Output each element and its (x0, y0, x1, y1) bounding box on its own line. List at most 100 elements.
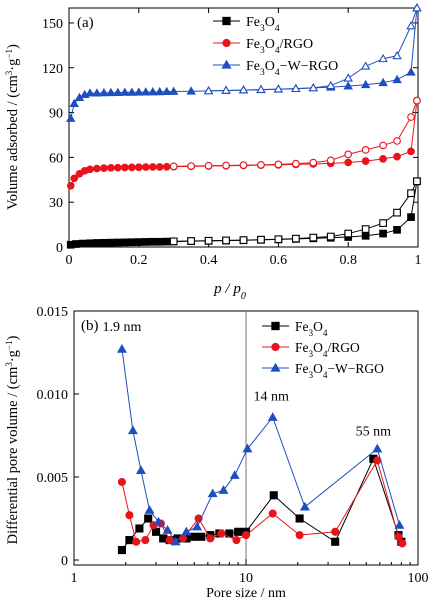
panel-b-series (116, 344, 407, 555)
panel-a-fe3o4-w-rgo-desorption-point (392, 50, 402, 60)
panel-a-fe3o4-rgo-adsorption-point (100, 164, 108, 172)
panel-a-fe3o4-w-rgo-desorption-point (412, 3, 422, 12)
panel-a-series (66, 3, 422, 249)
panel-a-fe3o4-desorption-point (413, 177, 421, 186)
panel-a-y-tick-label: 90 (49, 107, 63, 122)
panel-a-fe3o4-w-rgo-adsorption-point (92, 88, 102, 97)
panel-a-fe3o4-desorption-line (173, 181, 418, 242)
panel-a-fe3o4-w-rgo-desorption-point (256, 84, 266, 93)
panel-b-fe3o4-point (144, 514, 153, 523)
panel-a-fe3o4-desorption-point (169, 237, 178, 246)
panel-a-fe3o4-adsorption-point (162, 237, 171, 246)
panel-a-fe3o4-rgo-adsorption-point (379, 155, 387, 163)
panel-b-legend-fe3o4-rgo-label: Fe3O4/RGO (295, 340, 360, 359)
panel-a-fe3o4-w-rgo-desorption-point (343, 73, 353, 82)
panel-a-fe3o4-adsorption-point (134, 238, 143, 246)
panel-b-fe3o4-rgo-point (232, 536, 241, 545)
panel-b-legend-fe3o4-w-rgo-marker (270, 362, 281, 372)
panel-b-x-tick-label: 100 (408, 571, 429, 586)
panel-b-fe3o4-rgo-point (398, 539, 407, 548)
panel-a-fe3o4-rgo-desorption-point (169, 162, 178, 171)
panel-a-fe3o4-w-rgo-adsorption-point (85, 88, 95, 97)
panel-b-y-tick-label: 0.015 (37, 305, 69, 320)
panel-a-fe3o4-rgo-desorption-point (413, 96, 421, 105)
panel-a-x-tick-label: 0 (66, 253, 73, 268)
panel-b-fe3o4-rgo-point (117, 477, 126, 487)
panel-a-fe3o4-rgo-adsorption-point (141, 163, 150, 171)
panel-a-fe3o4-rgo-desorption-line (173, 100, 418, 167)
panel-b-y-tick-label: 0.010 (37, 388, 69, 403)
panel-a-fe3o4-w-rgo-desorption-point (203, 85, 214, 95)
panel-a-fe3o4-rgo-desorption-point (326, 156, 335, 165)
panel-a-x-tick-label: 0.8 (339, 253, 357, 268)
panel-a-fe3o4-rgo-adsorption-point (66, 181, 75, 190)
panel-a-fe3o4-adsorption-point (79, 239, 87, 248)
panel-a-fe3o4-rgo-adsorption-point (120, 163, 129, 172)
panel-a-fe3o4-w-rgo-adsorption-point (343, 81, 353, 90)
panel-a-fe3o4-rgo-desorption-point (257, 160, 265, 169)
panel-a-fe3o4-w-rgo-adsorption-point (406, 67, 416, 76)
panel-b-fe3o4-w-rgo-point (242, 443, 253, 453)
panel-a-fe3o4-rgo-desorption-point (344, 150, 353, 159)
panel-a-legend-fe3o4-marker (222, 16, 231, 26)
panel-a-legend-fe3o4-rgo-marker (222, 38, 231, 48)
panel-b-fe3o4-w-rgo-point (144, 505, 155, 514)
panel-a-x-tick-label: 1 (415, 253, 422, 268)
panel-a-fe3o4-desorption-point (326, 232, 335, 241)
panel-a-fe3o4-adsorption-point (86, 239, 94, 248)
panel-a-fe3o4-rgo-adsorption-point (148, 163, 157, 171)
panel-a-fe3o4-adsorption-point (155, 237, 164, 246)
panel-a-fe3o4-w-rgo-desorption-point (238, 85, 249, 94)
panel-a-fe3o4-rgo-desorption-point (204, 161, 213, 170)
panel-b-fe3o4-rgo-point (165, 536, 174, 545)
panel-b-x-tick-label: 1 (71, 571, 78, 586)
panel-b-fe3o4-rgo-point (268, 509, 277, 518)
panel-a-fe3o4-desorption-point (239, 236, 248, 244)
panel-a-fe3o4-adsorption-point (141, 238, 150, 246)
panel-a-fe3o4-adsorption-point (114, 238, 122, 247)
panel-b-fe3o4-w-rgo-point (162, 525, 173, 534)
panel-a-fe3o4-adsorption-point (393, 225, 401, 234)
panel-a-fe3o4-w-rgo-adsorption-point (113, 87, 123, 96)
panel-a-fe3o4-rgo-adsorption-point (407, 147, 415, 156)
panel-a-fe3o4-desorption-point (257, 235, 265, 244)
panel-a-fe3o4-rgo-desorption-point (407, 113, 415, 121)
panel-a-fe3o4-desorption-point (274, 235, 283, 244)
panel-b-fe3o4-point (152, 527, 161, 536)
panel-a-fe3o4-rgo-adsorption-point (70, 174, 79, 183)
panel-a-fe3o4-adsorption-point (100, 238, 108, 247)
panel-a-fe3o4-w-rgo-adsorption-point (127, 87, 137, 96)
panel-b-fe3o4-rgo-point (331, 527, 340, 536)
panel-a-fe3o4-w-rgo-desorption-point (360, 61, 371, 70)
panel-a-fe3o4-desorption-point (407, 189, 415, 198)
panel-b-fe3o4-point (331, 537, 340, 546)
panel-a-fe3o4-desorption-point (379, 219, 387, 227)
panel-b-fe3o4-point (125, 536, 134, 545)
panel-a-fe3o4-adsorption-point (120, 238, 129, 247)
panel-b-fe3o4-point (269, 491, 278, 500)
panel-b-fe3o4-rgo-point (206, 534, 215, 543)
panel-b-ticks (73, 310, 419, 565)
panel-a-fe3o4-w-rgo-adsorption-point (186, 86, 196, 95)
panel-a-fe3o4-rgo-desorption-point (187, 162, 195, 170)
panel-a-fe3o4-w-rgo-adsorption-point (69, 98, 79, 107)
panel-a-fe3o4-adsorption-point (407, 213, 415, 221)
panel-a-frame (68, 7, 419, 248)
panel-b-y-axis-label: Differential pore volume / (cm3·g−1) (4, 335, 21, 544)
panel-b-fe3o4-rgo-point (241, 531, 251, 540)
panel-a-fe3o4-adsorption-point (72, 240, 80, 248)
panel-a-fe3o4-rgo-desorption-point (239, 161, 248, 169)
panel-a-fe3o4-adsorption-point (93, 239, 101, 247)
panel-a-tick-labels: 0 0.2 0.4 0.6 0.8 1 0 30 60 90 120 150 (42, 17, 422, 268)
panel-a-fe3o4-rgo-adsorption-point (114, 163, 122, 172)
panel-a-fe3o4-rgo-adsorption-point (134, 163, 143, 172)
panel-b-fe3o4-rgo-point (295, 531, 304, 540)
panel-a-fe3o4-rgo-desorption-point (274, 160, 283, 169)
panel-b-legend-fe3o4-w-rgo-label: Fe3O4−W−RGO (295, 361, 384, 380)
panel-a-fe3o4-rgo-desorption-point (379, 141, 387, 150)
panel-a-y-tick-label: 120 (42, 62, 63, 77)
panel-a-fe3o4-w-rgo-adsorption-point (66, 113, 76, 122)
panel-a-ticks (68, 8, 419, 248)
panel-b-legend: Fe3O4 Fe3O4/RGO Fe3O4−W−RGO (262, 319, 384, 380)
